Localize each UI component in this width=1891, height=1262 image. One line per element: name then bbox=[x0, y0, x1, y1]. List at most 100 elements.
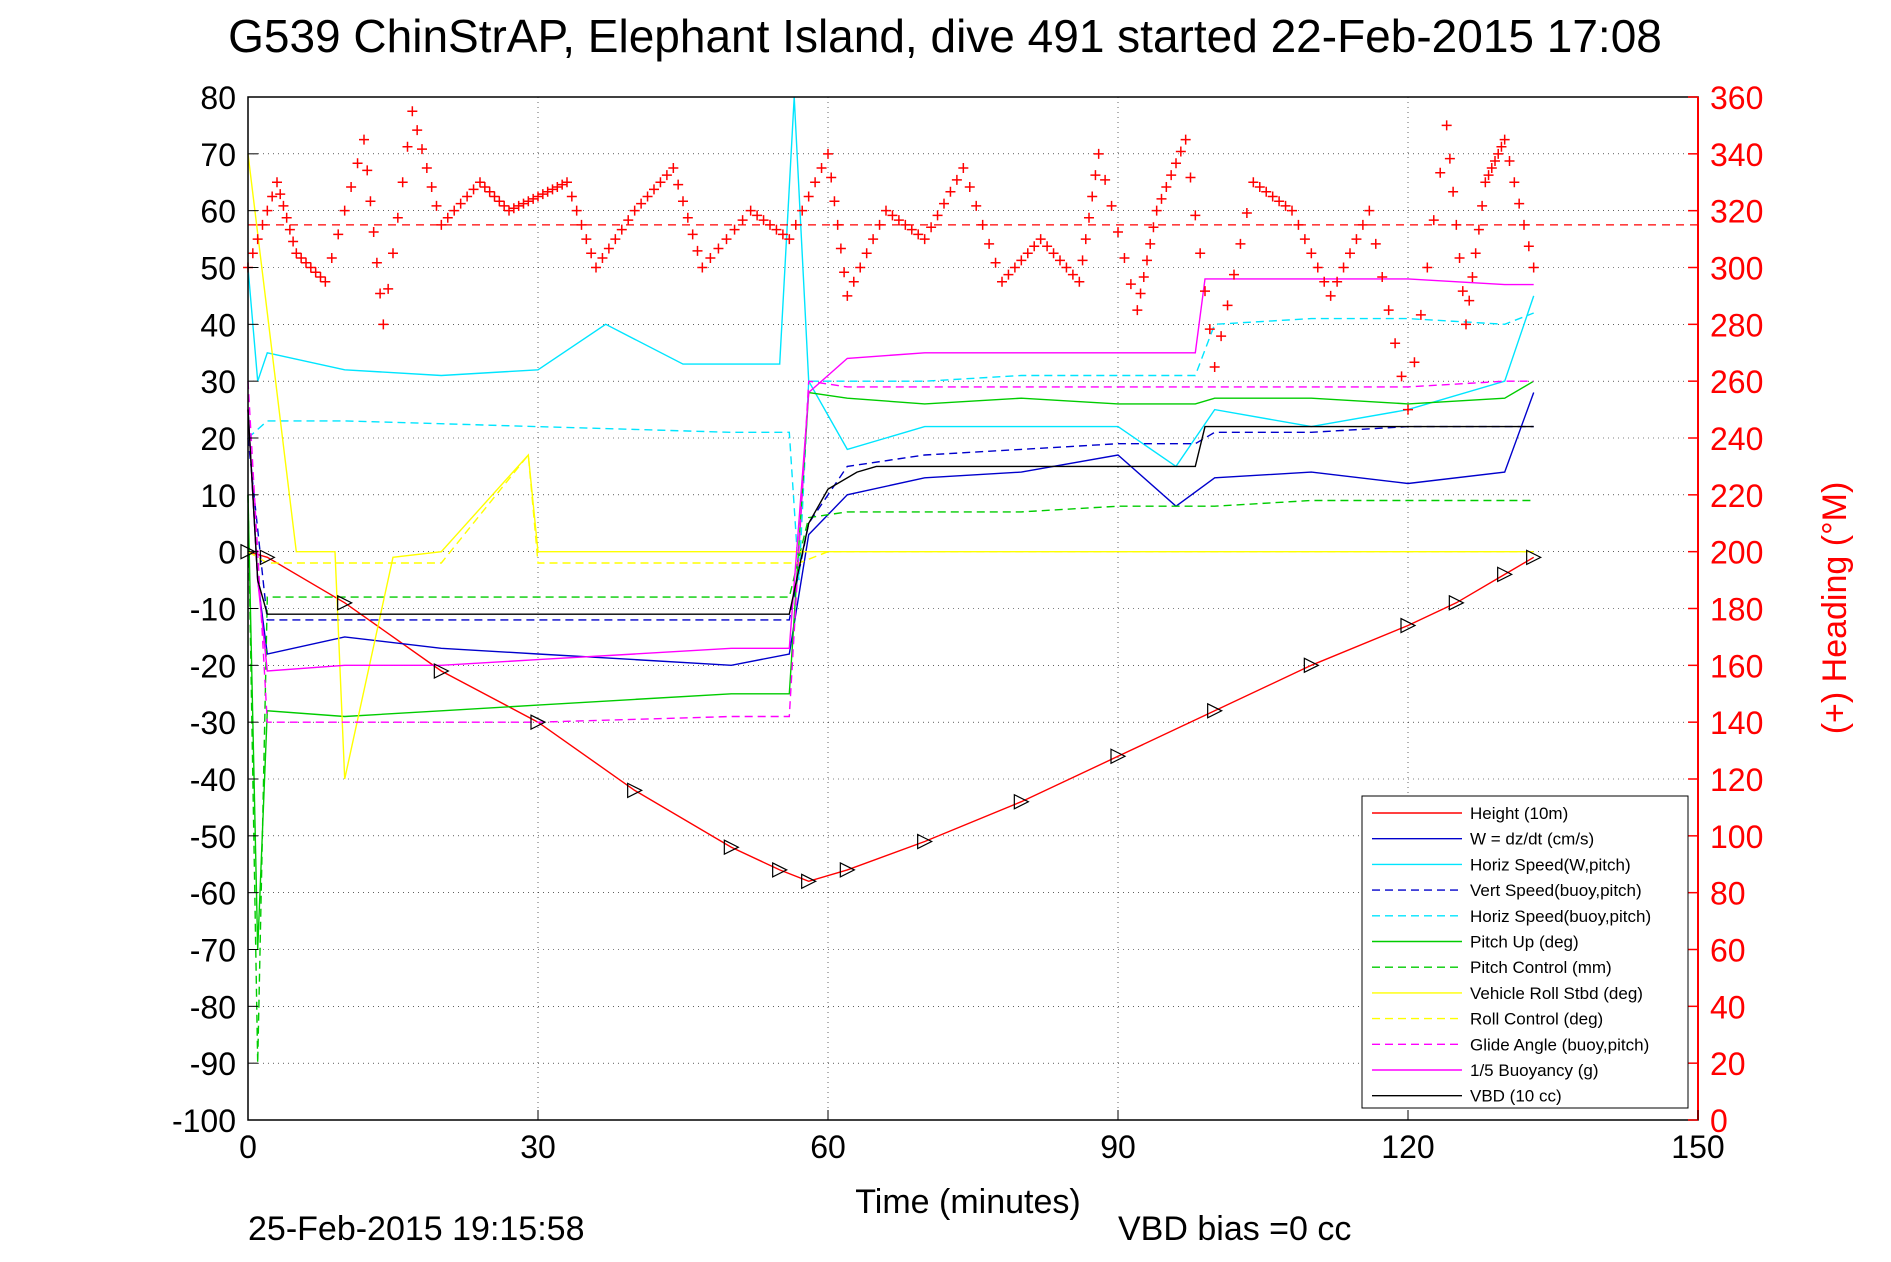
height-marker bbox=[1400, 617, 1417, 634]
right-tick-label: 240 bbox=[1710, 421, 1763, 457]
legend-label: Horiz Speed(buoy,pitch) bbox=[1470, 907, 1651, 926]
heading-marker bbox=[1464, 295, 1475, 306]
height-marker bbox=[772, 861, 789, 878]
heading-marker bbox=[832, 219, 843, 230]
heading-marker bbox=[1293, 219, 1304, 230]
heading-marker bbox=[926, 222, 937, 233]
heading-marker bbox=[1345, 248, 1355, 259]
chart-title: G539 ChinStrAP, Elephant Island, dive 49… bbox=[228, 10, 1662, 62]
heading-marker bbox=[861, 248, 872, 259]
heading-marker bbox=[1195, 248, 1206, 259]
legend-label: Vehicle Roll Stbd (deg) bbox=[1470, 984, 1643, 1003]
heading-marker bbox=[900, 219, 911, 230]
legend-box bbox=[1361, 795, 1689, 1109]
right-tick-label: 220 bbox=[1710, 478, 1763, 514]
heading-marker bbox=[642, 191, 653, 202]
right-axis-label: (+) Heading (°M) bbox=[1816, 482, 1854, 735]
heading-marker bbox=[823, 148, 833, 159]
heading-marker bbox=[1156, 193, 1167, 204]
heading-marker bbox=[359, 134, 369, 145]
heading-marker bbox=[267, 191, 278, 202]
left-tick-label: -30 bbox=[190, 705, 236, 741]
heading-marker bbox=[1499, 134, 1510, 145]
left-tick-label: -60 bbox=[190, 876, 236, 912]
heading-marker bbox=[247, 248, 258, 259]
left-tick-label: 40 bbox=[200, 307, 236, 343]
heading-marker bbox=[1185, 172, 1196, 183]
heading-marker bbox=[508, 203, 519, 214]
heading-marker bbox=[887, 210, 898, 221]
heading-marker bbox=[745, 205, 756, 216]
heading-marker bbox=[291, 248, 302, 259]
heading-marker bbox=[1200, 286, 1210, 297]
heading-marker bbox=[597, 253, 608, 264]
heading-marker bbox=[1496, 141, 1507, 152]
x-tick-label: 30 bbox=[520, 1129, 556, 1165]
heading-marker bbox=[771, 224, 782, 235]
series-line bbox=[247, 453, 1534, 564]
legend-label: W = dz/dt (cm/s) bbox=[1470, 830, 1594, 849]
heading-marker bbox=[1061, 262, 1072, 273]
right-tick-label: 320 bbox=[1710, 194, 1763, 230]
heading-marker bbox=[1332, 276, 1343, 287]
heading-marker bbox=[1483, 170, 1494, 181]
heading-marker bbox=[533, 191, 543, 202]
heading-marker bbox=[571, 205, 582, 216]
heading-marker bbox=[655, 177, 666, 188]
heading-marker bbox=[352, 158, 363, 169]
right-tick-label: 80 bbox=[1710, 876, 1746, 912]
heading-marker bbox=[945, 186, 956, 197]
heading-marker bbox=[262, 205, 273, 216]
heading-marker bbox=[591, 262, 601, 273]
heading-marker bbox=[1461, 319, 1471, 330]
heading-marker bbox=[984, 238, 995, 249]
heading-marker bbox=[362, 165, 373, 176]
heading-marker bbox=[1048, 248, 1059, 259]
heading-marker bbox=[552, 181, 563, 192]
heading-marker bbox=[513, 200, 524, 211]
heading-marker bbox=[1312, 262, 1323, 273]
heading-marker bbox=[1370, 238, 1381, 249]
heading-marker bbox=[1390, 338, 1401, 349]
heading-marker bbox=[518, 198, 529, 209]
heading-marker bbox=[412, 125, 423, 136]
heading-marker bbox=[803, 191, 814, 202]
heading-marker bbox=[1171, 158, 1181, 169]
legend-label: Vert Speed(buoy,pitch) bbox=[1470, 881, 1642, 900]
heading-marker bbox=[1204, 324, 1215, 335]
right-tick-label: 20 bbox=[1710, 1046, 1746, 1082]
left-tick-label: -100 bbox=[172, 1103, 236, 1139]
left-axis: 80 70 60 50 40 30 20 10 0 -10 -20 -30 -40 -50 -60 -70 -8… bbox=[172, 80, 258, 1139]
heading-marker bbox=[1055, 255, 1065, 266]
heading-marker bbox=[388, 248, 398, 259]
heading-marker bbox=[1477, 200, 1488, 211]
height-marker bbox=[801, 873, 818, 890]
heading-marker bbox=[737, 215, 748, 226]
heading-marker bbox=[829, 196, 840, 207]
heading-marker bbox=[1319, 276, 1330, 287]
height-marker bbox=[839, 861, 856, 878]
series-line bbox=[247, 425, 1534, 621]
heading-marker bbox=[1209, 361, 1220, 372]
heading-marker bbox=[1514, 198, 1525, 209]
heading-marker bbox=[320, 276, 331, 287]
heading-marker bbox=[1299, 234, 1310, 245]
left-tick-label: 70 bbox=[200, 137, 236, 173]
heading-marker bbox=[668, 163, 679, 174]
footer-vbd-bias: VBD bias =0 cc bbox=[1118, 1210, 1351, 1248]
heading-marker bbox=[479, 181, 490, 192]
heading-marker bbox=[1248, 177, 1259, 188]
heading-marker bbox=[1451, 219, 1462, 230]
heading-marker bbox=[537, 189, 548, 200]
heading-marker bbox=[1235, 238, 1246, 249]
legend: Height (10m) W = dz/dt (cm/s) Horiz Speed(… bbox=[1361, 795, 1689, 1109]
heading-marker bbox=[1454, 253, 1465, 264]
height-marker bbox=[627, 782, 644, 799]
height-marker bbox=[1448, 594, 1465, 611]
heading-marker bbox=[1035, 234, 1046, 245]
right-tick-label: 180 bbox=[1710, 592, 1763, 628]
heading-marker bbox=[542, 186, 553, 197]
heading-marker bbox=[576, 219, 587, 230]
heading-marker bbox=[752, 210, 763, 221]
heading-marker bbox=[1528, 262, 1539, 273]
